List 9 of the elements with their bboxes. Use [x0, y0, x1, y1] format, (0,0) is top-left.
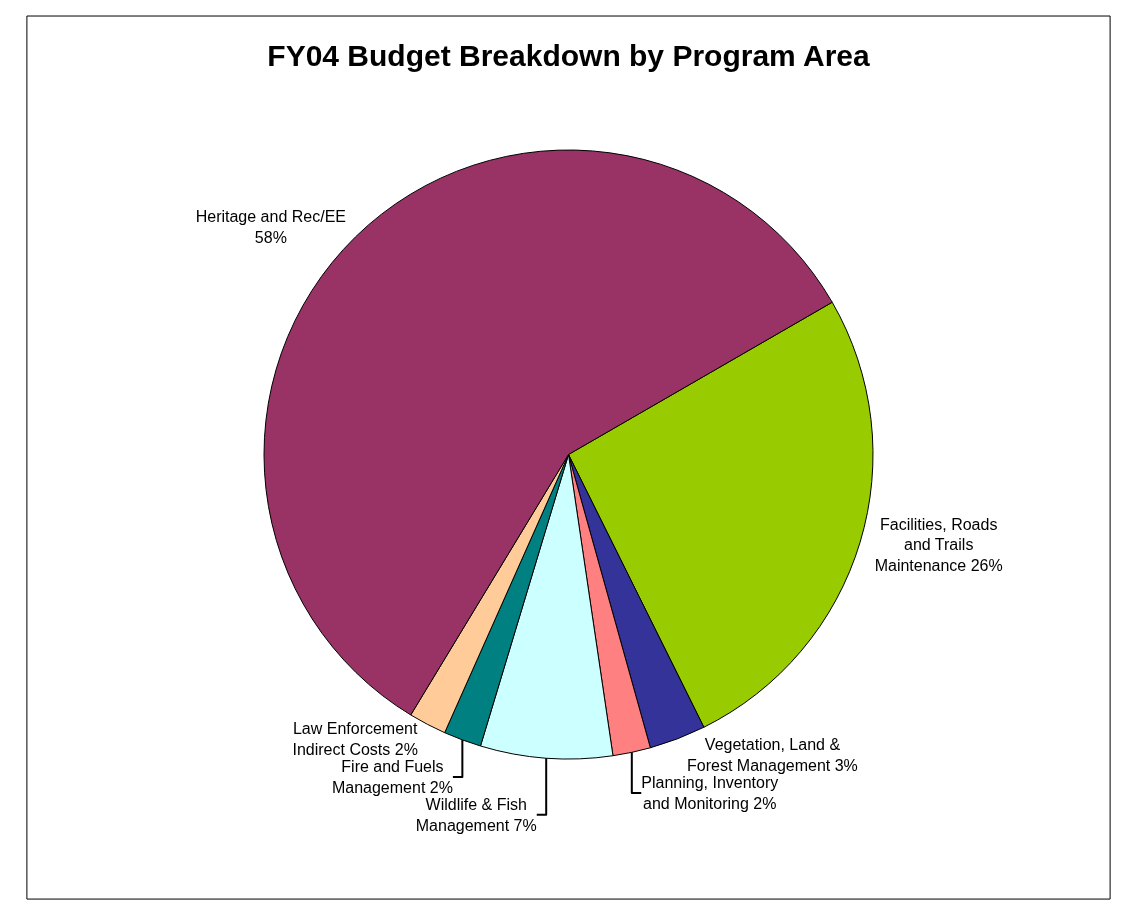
chart-title: FY04 Budget Breakdown by Program Area	[267, 39, 870, 73]
slice-label: Planning, Inventory and Monitoring 2%	[641, 774, 779, 812]
slice-label: Fire and Fuels Management 2%	[331, 758, 453, 796]
slice-label: Vegetation, Land & Forest Management 3%	[687, 736, 858, 775]
slice-label: Wildlife & Fish Management 7%	[415, 795, 537, 834]
slice-label: Heritage and Rec/EE	[195, 208, 346, 226]
slice-label: Facilities, Roads and Trails Maintenance 26%	[874, 515, 1003, 575]
slice-label: Law Enforcement Indirect Costs 2%	[292, 720, 418, 759]
data-label: 58%	[254, 229, 287, 247]
